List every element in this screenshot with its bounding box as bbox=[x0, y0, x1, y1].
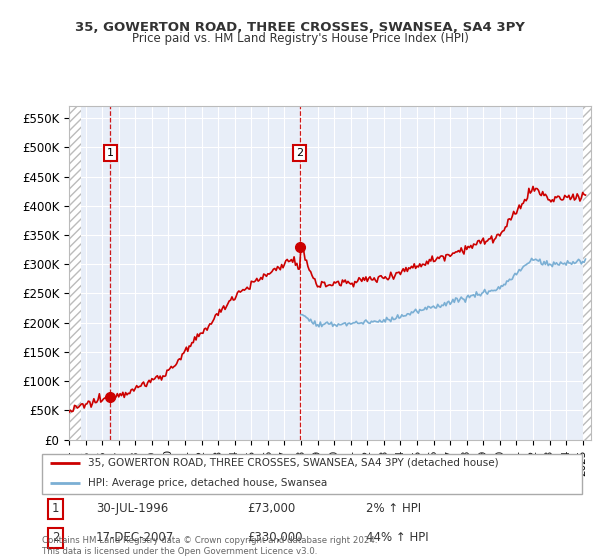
Text: Price paid vs. HM Land Registry's House Price Index (HPI): Price paid vs. HM Land Registry's House … bbox=[131, 32, 469, 45]
Text: 1: 1 bbox=[107, 148, 114, 158]
Text: £73,000: £73,000 bbox=[247, 502, 295, 515]
Text: 44% ↑ HPI: 44% ↑ HPI bbox=[366, 531, 428, 544]
Text: Contains HM Land Registry data © Crown copyright and database right 2024.
This d: Contains HM Land Registry data © Crown c… bbox=[42, 536, 377, 556]
FancyBboxPatch shape bbox=[42, 454, 582, 494]
Text: 2: 2 bbox=[52, 531, 59, 544]
Text: 17-DEC-2007: 17-DEC-2007 bbox=[96, 531, 174, 544]
Text: £330,000: £330,000 bbox=[247, 531, 303, 544]
Text: 35, GOWERTON ROAD, THREE CROSSES, SWANSEA, SA4 3PY: 35, GOWERTON ROAD, THREE CROSSES, SWANSE… bbox=[75, 21, 525, 34]
Text: 30-JUL-1996: 30-JUL-1996 bbox=[96, 502, 168, 515]
Text: 2% ↑ HPI: 2% ↑ HPI bbox=[366, 502, 421, 515]
Text: HPI: Average price, detached house, Swansea: HPI: Average price, detached house, Swan… bbox=[88, 478, 327, 488]
Text: 2: 2 bbox=[296, 148, 303, 158]
Text: 1: 1 bbox=[52, 502, 59, 515]
Text: 35, GOWERTON ROAD, THREE CROSSES, SWANSEA, SA4 3PY (detached house): 35, GOWERTON ROAD, THREE CROSSES, SWANSE… bbox=[88, 458, 499, 468]
